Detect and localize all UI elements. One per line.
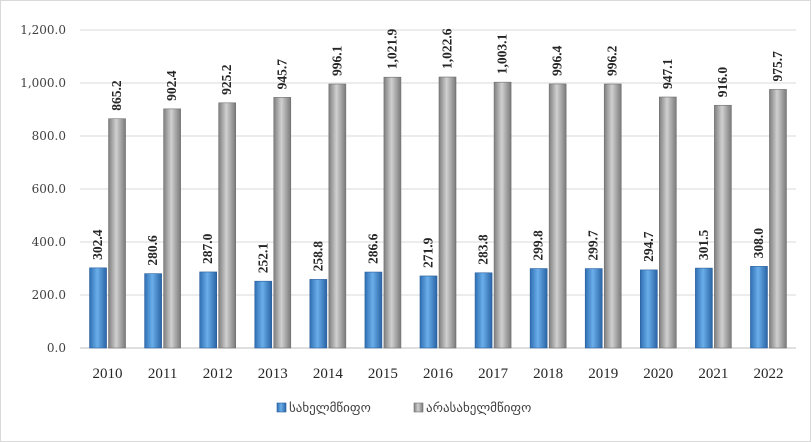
data-label: 996.1 — [329, 45, 344, 76]
x-tick-label: 2021 — [698, 366, 728, 382]
y-tick-label: 200.0 — [32, 288, 66, 302]
x-tick-label: 2017 — [478, 366, 509, 382]
data-label: 308.0 — [751, 228, 766, 259]
x-tick-label: 2014 — [313, 366, 344, 382]
data-label: 271.9 — [421, 237, 436, 268]
bar-nonstate — [438, 76, 457, 349]
data-label: 1,021.9 — [384, 28, 399, 69]
data-label: 925.2 — [219, 64, 234, 95]
bar-nonstate — [108, 118, 126, 349]
legend-label-state: სახელმწიფო — [289, 401, 371, 416]
data-label: 283.8 — [476, 234, 491, 265]
bar-nonstate — [659, 96, 677, 349]
bar-nonstate — [328, 83, 347, 349]
data-label: 1,003.1 — [495, 33, 510, 74]
data-label: 287.0 — [200, 233, 215, 264]
data-label: 947.1 — [660, 58, 675, 89]
bar-state — [254, 280, 273, 349]
bar-state — [89, 267, 107, 349]
bar-state — [474, 272, 493, 349]
y-tick-label: 1,200.0 — [20, 23, 66, 37]
y-tick-label: 800.0 — [32, 129, 66, 143]
bar-nonstate — [163, 108, 181, 349]
bar-nonstate — [603, 83, 622, 349]
legend: სახელმწიფო არასახელმწიფო — [276, 401, 531, 416]
x-tick-label: 2013 — [258, 366, 288, 382]
bar-state — [144, 273, 162, 349]
bars — [89, 76, 787, 349]
y-tick-label: 600.0 — [32, 182, 66, 196]
bar-state — [750, 266, 768, 349]
x-tick-label: 2016 — [423, 366, 454, 382]
data-label: 299.7 — [586, 230, 601, 261]
data-label: 996.4 — [550, 45, 565, 76]
data-label: 252.1 — [255, 243, 270, 274]
bar-nonstate — [769, 89, 787, 349]
data-label: 299.8 — [531, 230, 546, 261]
x-tick-label: 2015 — [368, 366, 398, 382]
data-label: 258.8 — [310, 241, 325, 272]
data-label: 865.2 — [109, 80, 124, 111]
bar-state — [584, 268, 603, 349]
x-tick-label: 2011 — [148, 366, 177, 382]
bar-state — [529, 268, 548, 349]
data-label: 302.4 — [90, 229, 105, 260]
bar-nonstate — [273, 97, 292, 349]
bar-state — [695, 267, 713, 349]
data-label: 975.7 — [770, 51, 785, 82]
x-tick-label: 2019 — [588, 366, 618, 382]
data-label: 1,022.6 — [440, 28, 455, 69]
data-label: 902.4 — [164, 70, 179, 101]
bar-state — [364, 271, 383, 349]
data-label: 294.7 — [641, 231, 656, 262]
axes: 0.0 200.0 400.0 600.0 800.0 1,000.0 1,200.0 201… — [20, 23, 796, 382]
data-label: 916.0 — [715, 67, 730, 98]
data-labels: 302.4 865.2 280.6 902.4 287.0 925.2 252.1 945.7… — [90, 28, 785, 273]
bar-state — [640, 269, 658, 349]
x-tick-label: 2012 — [203, 366, 233, 382]
bar-nonstate — [493, 81, 512, 349]
bar-nonstate — [218, 102, 236, 349]
y-tick-label: 0.0 — [47, 341, 66, 355]
bar-nonstate — [714, 104, 732, 349]
data-label: 996.2 — [605, 45, 620, 76]
legend-swatch-state — [276, 402, 287, 413]
bar-state — [419, 275, 438, 349]
x-tick-label: 2018 — [533, 366, 563, 382]
bar-nonstate — [383, 76, 402, 349]
legend-swatch-nonstate — [413, 402, 424, 413]
gridlines — [80, 29, 796, 296]
bar-state — [199, 271, 217, 349]
data-label: 945.7 — [274, 59, 289, 90]
x-tick-label: 2022 — [753, 366, 783, 382]
x-tick-label: 2020 — [643, 366, 673, 382]
x-tick-label: 2010 — [93, 366, 123, 382]
data-label: 301.5 — [696, 229, 711, 260]
bar-state — [309, 279, 328, 349]
bar-nonstate — [548, 83, 567, 349]
data-label: 286.6 — [365, 233, 380, 264]
legend-label-nonstate: არასახელმწიფო — [426, 401, 531, 416]
y-tick-label: 400.0 — [32, 235, 66, 249]
data-label: 280.6 — [145, 235, 160, 266]
y-tick-label: 1,000.0 — [20, 76, 66, 90]
